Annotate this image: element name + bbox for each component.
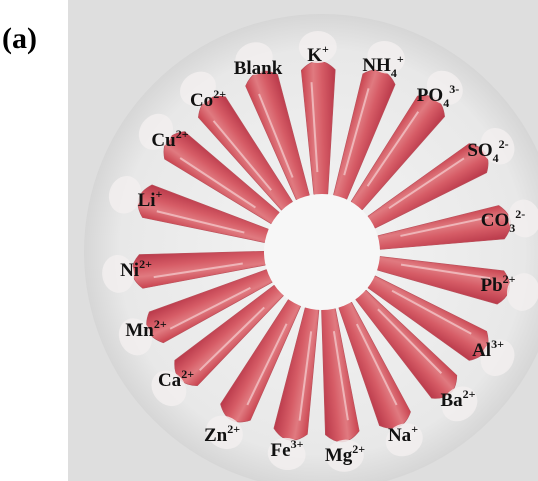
ion-base: Al — [472, 340, 491, 361]
ion-base: Li — [138, 190, 156, 211]
ion-base: Ca — [158, 370, 182, 391]
ion-superscript: 2+ — [463, 387, 476, 401]
ion-base: Ni — [120, 260, 139, 281]
ion-base: Blank — [234, 58, 283, 79]
ion-superscript: 3+ — [491, 337, 504, 351]
ion-base: NH — [362, 55, 391, 76]
ion-superscript: 2- — [515, 207, 525, 221]
ion-base: Zn — [204, 425, 228, 446]
ion-superscript: 2+ — [352, 442, 365, 456]
panel-label: (a) — [2, 22, 37, 55]
ion-subscript: 4 — [443, 96, 449, 110]
ion-superscript: 2+ — [503, 272, 516, 286]
ion-base: Na — [388, 425, 412, 446]
ion-base: PO — [417, 85, 443, 106]
ion-subscript: 3 — [509, 221, 515, 235]
ion-superscript: 3- — [449, 82, 459, 96]
ion-base: Cu — [151, 130, 176, 151]
ion-superscript: 2- — [499, 137, 509, 151]
ion-base: Mn — [125, 320, 154, 341]
ion-base: Co — [190, 90, 213, 111]
ion-superscript: 2+ — [154, 317, 167, 331]
ion-subscript: 4 — [391, 66, 397, 80]
ion-label: Blank — [234, 58, 283, 79]
ion-base: Fe — [271, 440, 291, 461]
ion-base: SO — [467, 140, 492, 161]
ion-superscript: + — [411, 422, 418, 436]
ion-superscript: 2+ — [227, 422, 240, 436]
center-hole — [264, 194, 380, 310]
ion-superscript: 3+ — [291, 437, 304, 451]
ion-subscript: 4 — [493, 151, 499, 165]
ion-superscript: 2+ — [176, 127, 189, 141]
ion-base: Pb — [480, 275, 502, 296]
figure: BlankK+NH4+PO43-SO42-CO32-Pb2+Al3+Ba2+Na… — [0, 0, 538, 481]
ion-base: Mg — [325, 445, 353, 466]
ion-base: Ba — [440, 390, 463, 411]
ion-superscript: 2+ — [213, 87, 226, 101]
ion-superscript: 2+ — [139, 257, 152, 271]
ion-superscript: + — [156, 187, 163, 201]
ion-base: CO — [481, 210, 510, 231]
ion-superscript: + — [397, 52, 404, 66]
ion-superscript: 2+ — [181, 367, 194, 381]
ion-superscript: + — [322, 42, 329, 56]
ion-base: K — [307, 45, 322, 66]
